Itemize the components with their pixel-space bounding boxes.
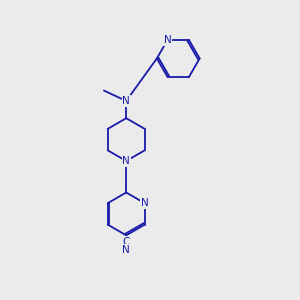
Text: C: C	[122, 237, 130, 247]
Text: N: N	[122, 96, 130, 106]
Text: N: N	[141, 198, 148, 208]
Text: N: N	[122, 245, 130, 255]
Text: N: N	[164, 35, 171, 45]
Text: N: N	[122, 156, 130, 166]
